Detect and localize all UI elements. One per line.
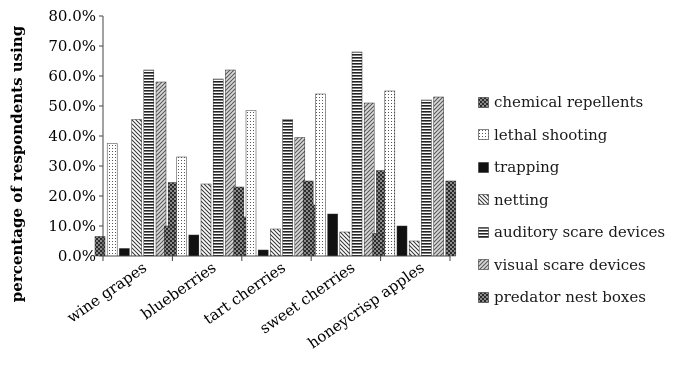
bar xyxy=(282,119,293,257)
bar xyxy=(212,78,224,257)
bar xyxy=(302,180,314,257)
legend-item: visual scare devices xyxy=(478,249,665,282)
legend-label: chemical repellents xyxy=(494,93,644,112)
y-tick-label: 50.0% xyxy=(48,97,96,115)
bar xyxy=(233,186,245,257)
legend-label: trapping xyxy=(494,158,560,177)
y-tick-label: 30.0% xyxy=(48,157,96,175)
legend-swatch xyxy=(478,96,489,108)
legend-item: auditory scare devices xyxy=(478,216,665,249)
bar xyxy=(94,236,106,257)
legend-swatch xyxy=(478,161,489,173)
bar xyxy=(143,69,155,257)
bar xyxy=(188,234,200,257)
y-tick-label: 20.0% xyxy=(48,187,96,205)
bar xyxy=(445,180,457,257)
bar xyxy=(396,225,408,257)
bar xyxy=(164,225,175,257)
legend-swatch xyxy=(478,291,489,303)
bar xyxy=(131,119,142,257)
legend-label: lethal shooting xyxy=(494,125,608,144)
bar xyxy=(176,156,187,257)
legend-item: lethal shooting xyxy=(478,119,665,152)
bar xyxy=(351,51,363,257)
bar xyxy=(315,93,326,257)
bar xyxy=(372,233,383,257)
legend-label: visual scare devices xyxy=(494,255,646,274)
bar xyxy=(433,96,444,257)
legend-label: auditory scare devices xyxy=(494,223,666,242)
y-tick-label: 0.0% xyxy=(58,247,96,265)
y-tick-label: 70.0% xyxy=(48,37,96,55)
legend-item: trapping xyxy=(478,151,665,184)
bar xyxy=(408,240,420,257)
legend-item: netting xyxy=(478,184,665,217)
y-tick-label: 60.0% xyxy=(48,67,96,85)
bar xyxy=(270,228,281,257)
legend-label: predator nest boxes xyxy=(494,288,646,307)
legend-item: chemical repellents xyxy=(478,86,665,119)
legend-swatch xyxy=(478,259,489,271)
legend-swatch xyxy=(478,129,489,141)
bar xyxy=(339,231,351,257)
y-axis-label: percentage of respondents using xyxy=(8,25,26,302)
y-tick-label: 40.0% xyxy=(48,127,96,145)
y-tick-label: 80.0% xyxy=(48,7,96,25)
y-tick-label: 10.0% xyxy=(48,217,96,235)
legend: chemical repellents lethal shooting trappi… xyxy=(478,86,665,314)
x-tick-label: wine grapes xyxy=(64,259,150,327)
bar xyxy=(363,102,375,257)
bar xyxy=(421,99,432,257)
legend-swatch xyxy=(478,194,489,206)
legend-label: netting xyxy=(494,190,549,209)
bar xyxy=(200,183,212,257)
x-tick-label: honeycrisp apples xyxy=(304,259,427,353)
bar xyxy=(119,248,130,257)
bar xyxy=(245,110,257,257)
bar xyxy=(384,90,396,257)
legend-swatch xyxy=(478,226,489,238)
bar xyxy=(257,249,269,257)
bar xyxy=(106,143,118,257)
bar xyxy=(327,213,338,257)
legend-item: predator nest boxes xyxy=(478,281,665,314)
